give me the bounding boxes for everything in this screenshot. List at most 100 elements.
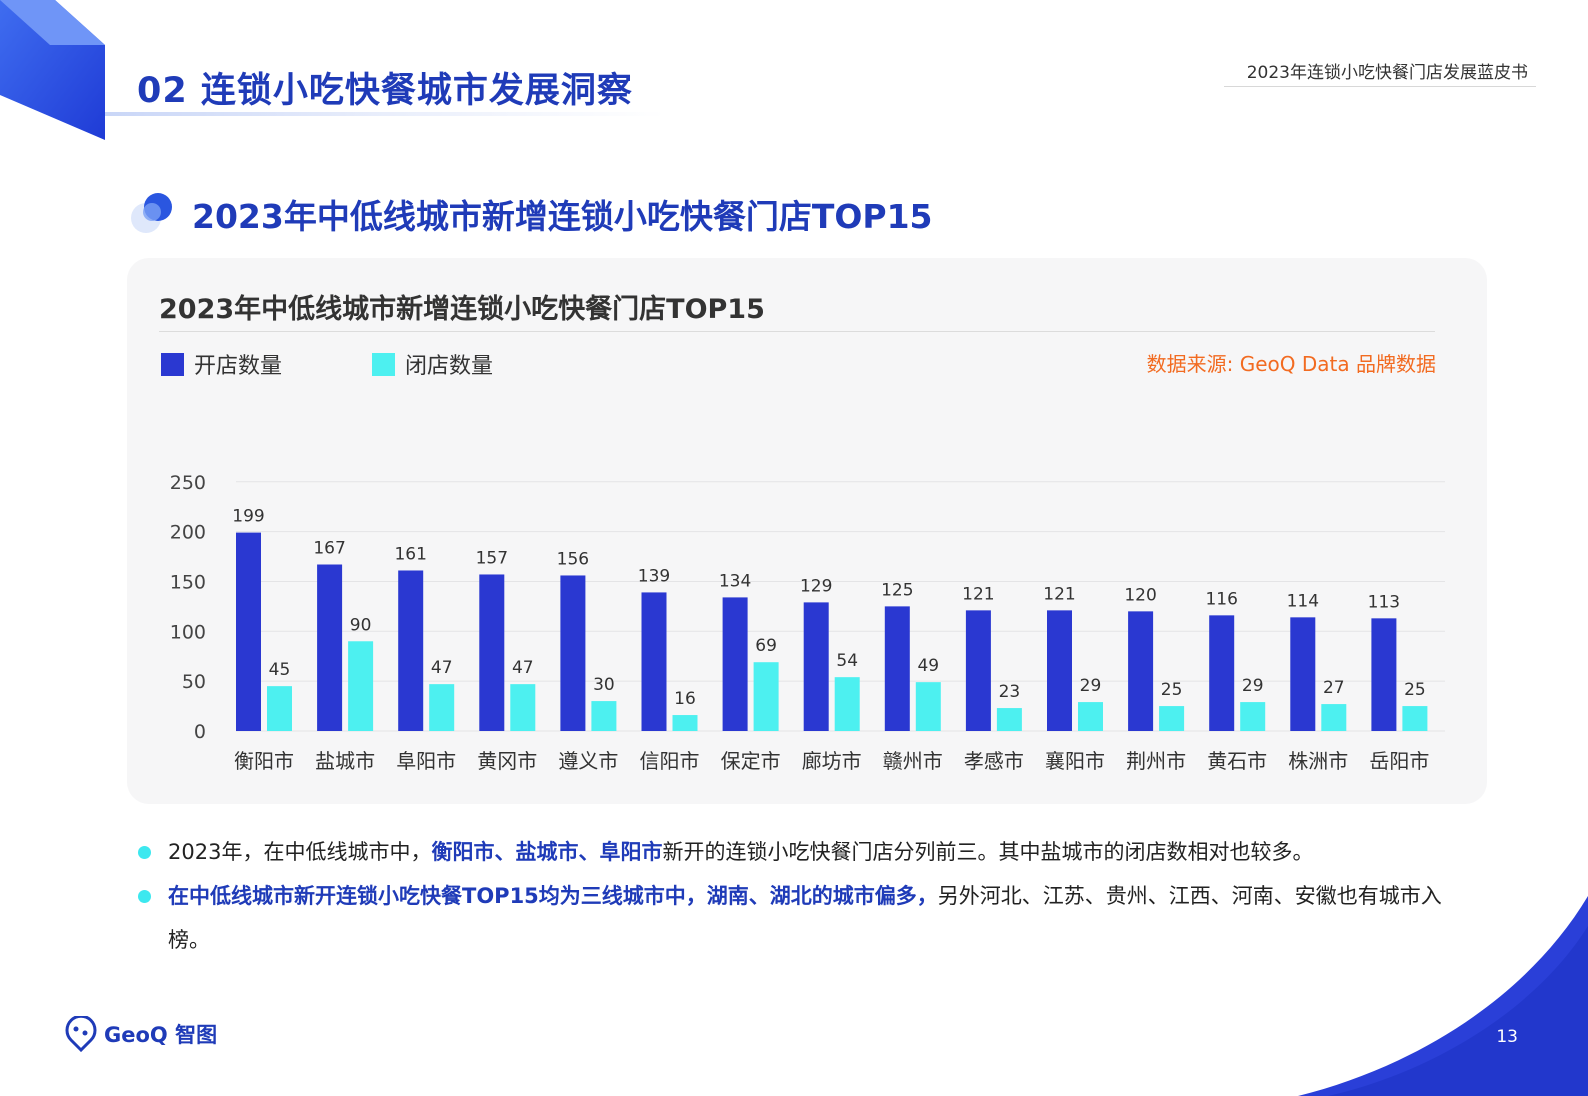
x-tick-label: 信阳市 <box>640 749 700 773</box>
y-tick-label: 100 <box>170 621 206 643</box>
data-label: 23 <box>999 682 1021 702</box>
data-label: 47 <box>512 658 534 678</box>
data-label: 27 <box>1323 678 1345 698</box>
data-label: 134 <box>719 571 751 591</box>
x-tick-label: 遵义市 <box>558 749 618 773</box>
insight-list: 2023年，在中低线城市中，衡阳市、盐城市、阜阳市新开的连锁小吃快餐门店分列前三… <box>138 830 1478 962</box>
data-label: 139 <box>638 566 670 586</box>
bar-close <box>429 684 455 731</box>
bar-open <box>803 602 829 731</box>
bar-close <box>996 708 1022 731</box>
insight-1-pre: 2023年，在中低线城市中， <box>168 840 432 864</box>
insight-item-1: 2023年，在中低线城市中，衡阳市、盐城市、阜阳市新开的连锁小吃快餐门店分列前三… <box>138 830 1478 874</box>
legend-open: 开店数量 <box>161 348 282 380</box>
bar-open <box>884 606 910 731</box>
insight-item-2: 在中低线城市新开连锁小吃快餐TOP15均为三线城市中，湖南、湖北的城市偏多，另外… <box>138 874 1478 962</box>
data-label: 30 <box>593 675 615 695</box>
data-label: 114 <box>1287 591 1319 611</box>
data-label: 16 <box>674 689 696 709</box>
data-label: 47 <box>431 658 453 678</box>
data-label: 116 <box>1205 589 1237 609</box>
data-label: 121 <box>962 584 994 604</box>
y-tick-label: 150 <box>170 571 206 593</box>
legend-close-swatch <box>372 352 395 376</box>
y-tick-label: 0 <box>194 721 206 743</box>
data-label: 90 <box>350 615 372 635</box>
bar-close <box>834 677 860 731</box>
x-tick-label: 孝感市 <box>964 749 1024 773</box>
x-tick-label: 赣州市 <box>883 749 943 773</box>
y-tick-label: 50 <box>182 671 206 693</box>
data-label: 113 <box>1368 592 1400 612</box>
bar-close <box>915 682 941 731</box>
x-tick-label: 保定市 <box>721 749 781 773</box>
section-title: 02 连锁小吃快餐城市发展洞察 <box>137 71 633 111</box>
insight-2-post: 另外河北、江苏、贵州、江西、河南、安徽也有城市入榜。 <box>168 884 1442 952</box>
bullet-dot-icon <box>138 890 151 903</box>
bar-open <box>560 575 586 731</box>
data-label: 161 <box>394 544 426 564</box>
report-title-divider <box>1224 86 1536 87</box>
y-tick-label: 200 <box>170 522 206 544</box>
data-label: 29 <box>1080 676 1102 696</box>
bar-close <box>267 686 292 731</box>
x-tick-label: 盐城市 <box>315 749 375 773</box>
corner-cube-decoration <box>0 0 105 140</box>
x-tick-label: 黄石市 <box>1207 749 1267 773</box>
data-label: 120 <box>1124 585 1156 605</box>
bar-close <box>591 701 617 731</box>
bar-close <box>348 641 374 731</box>
data-label: 199 <box>232 507 264 527</box>
bar-open <box>1128 611 1154 731</box>
x-tick-label: 廊坊市 <box>802 749 862 773</box>
bar-open <box>1209 615 1235 731</box>
bar-chart: 0 50 100 150 200 250 199 45 衡阳市 167 90 盐城市 161 47 阜阳市 1… <box>170 472 1445 773</box>
bar-close <box>1402 706 1428 731</box>
bullet-dot-icon <box>138 846 151 859</box>
insight-1-post: 新开的连锁小吃快餐门店分列前三。其中盐城市的闭店数相对也较多。 <box>662 840 1314 864</box>
bar-open <box>398 570 424 731</box>
bar-close <box>510 684 536 731</box>
data-label: 54 <box>836 651 858 671</box>
data-label: 129 <box>800 576 832 596</box>
report-title: 2023年连锁小吃快餐门店发展蓝皮书 <box>1246 63 1528 83</box>
insight-1-highlight: 衡阳市、盐城市、阜阳市 <box>431 840 663 864</box>
data-source: 数据来源: GeoQ Data 品牌数据 <box>1146 352 1436 376</box>
geoq-logo-icon <box>65 1016 97 1052</box>
corner-wave-decoration <box>1298 896 1588 1096</box>
bar-close <box>1078 702 1103 731</box>
x-tick-label: 岳阳市 <box>1369 749 1429 773</box>
data-label: 25 <box>1161 680 1183 700</box>
insight-2-highlight: 在中低线城市新开连锁小吃快餐TOP15均为三线城市中，湖南、湖北的城市偏多， <box>168 884 938 908</box>
subtitle-bullet-icon <box>131 193 172 233</box>
x-tick-label: 衡阳市 <box>234 749 294 773</box>
y-tick-label: 250 <box>170 472 206 494</box>
bar-close <box>1321 704 1347 731</box>
legend-open-label: 开店数量 <box>194 354 283 379</box>
footer-logo: GeoQ 智图 <box>64 1016 217 1052</box>
bar-close <box>1240 702 1266 731</box>
page-number: 13 <box>1496 1027 1518 1047</box>
data-label: 25 <box>1404 680 1426 700</box>
x-tick-label: 荆州市 <box>1126 749 1186 773</box>
x-tick-label: 株洲市 <box>1288 749 1348 773</box>
bar-open <box>236 532 261 731</box>
bar-open <box>722 597 748 731</box>
bar-open <box>1371 618 1397 731</box>
bar-close <box>753 662 779 731</box>
chart-title: 2023年中低线城市新增连锁小吃快餐门店TOP15 <box>159 294 765 325</box>
legend-close: 闭店数量 <box>372 348 493 380</box>
data-label: 69 <box>755 636 777 656</box>
section-underline <box>105 112 665 116</box>
bar-open <box>1290 617 1316 731</box>
logo-text: GeoQ 智图 <box>104 1023 218 1047</box>
x-tick-label: 襄阳市 <box>1045 749 1105 773</box>
x-tick-label: 阜阳市 <box>396 749 456 773</box>
bar-open <box>641 592 667 731</box>
data-label: 121 <box>1043 584 1075 604</box>
bar-close <box>1159 706 1185 731</box>
data-label: 125 <box>881 580 913 600</box>
bar-open <box>317 564 343 731</box>
bar-open <box>1047 610 1072 731</box>
bar-close <box>672 715 698 731</box>
